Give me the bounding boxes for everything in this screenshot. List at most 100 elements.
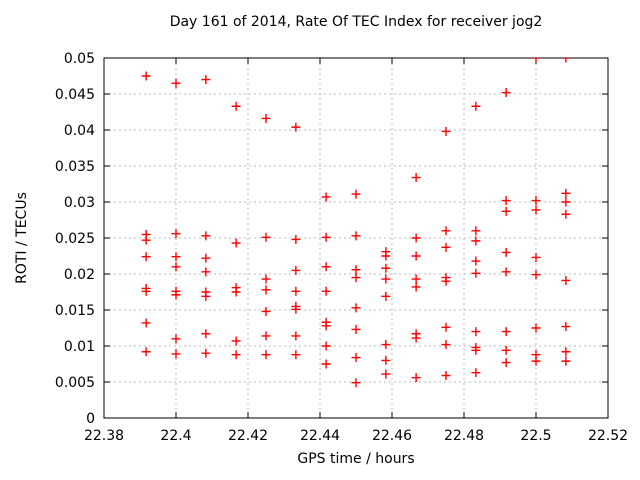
data-point-marker: [531, 323, 541, 333]
data-point-marker: [351, 324, 361, 334]
data-point-marker: [411, 274, 421, 284]
data-point-marker: [291, 265, 301, 275]
data-point-marker: [351, 231, 361, 241]
data-point-marker: [411, 373, 421, 383]
data-point-marker: [201, 231, 211, 241]
data-point-marker: [531, 196, 541, 206]
data-point-marker: [471, 101, 481, 111]
data-point-marker: [261, 350, 271, 360]
data-point-marker: [171, 78, 181, 88]
data-point-marker: [141, 71, 151, 81]
data-point-marker: [231, 336, 241, 346]
data-point-marker: [231, 238, 241, 248]
data-point-marker: [201, 253, 211, 263]
data-point-marker: [321, 286, 331, 296]
data-point-marker: [501, 327, 511, 337]
data-point-marker: [141, 347, 151, 357]
data-point-marker: [531, 270, 541, 280]
data-point-marker: [351, 189, 361, 199]
data-point-marker: [441, 276, 451, 286]
data-point-marker: [291, 286, 301, 296]
data-point-marker: [411, 282, 421, 292]
y-tick-label: 0.04: [64, 123, 95, 139]
data-point-marker: [471, 268, 481, 278]
data-point-marker: [411, 233, 421, 243]
data-point-marker: [531, 252, 541, 262]
x-tick-label: 22.52: [588, 428, 628, 444]
data-point-marker: [501, 247, 511, 257]
data-point-marker: [531, 58, 541, 63]
data-point-marker: [351, 265, 361, 275]
data-point-marker: [171, 262, 181, 272]
data-point-marker: [171, 334, 181, 344]
data-point-marker: [141, 235, 151, 245]
data-point-marker: [441, 242, 451, 252]
y-tick-label: 0.025: [55, 231, 95, 247]
data-point-marker: [471, 226, 481, 236]
data-point-marker: [141, 318, 151, 328]
data-point-marker: [561, 356, 571, 366]
y-tick-label: 0: [86, 411, 95, 427]
data-point-marker: [561, 275, 571, 285]
data-point-marker: [501, 358, 511, 368]
data-point-marker: [501, 206, 511, 216]
data-point-marker: [321, 262, 331, 272]
data-point-marker: [171, 252, 181, 262]
data-point-marker: [351, 273, 361, 283]
data-point-marker: [321, 341, 331, 351]
data-point-marker: [321, 192, 331, 202]
data-point-marker: [201, 267, 211, 277]
data-point-marker: [141, 286, 151, 296]
data-point-marker: [411, 251, 421, 261]
data-point-marker: [441, 126, 451, 136]
x-tick-label: 22.5: [520, 428, 551, 444]
data-point-marker: [561, 347, 571, 357]
data-point-marker: [531, 356, 541, 366]
y-tick-label: 0.015: [55, 303, 95, 319]
x-tick-label: 22.42: [228, 428, 268, 444]
y-tick-label: 0.01: [64, 339, 95, 355]
data-point-marker: [471, 236, 481, 246]
data-point-marker: [291, 234, 301, 244]
y-tick-label: 0.045: [55, 87, 95, 103]
data-point-marker: [381, 274, 391, 284]
data-point-marker: [351, 353, 361, 363]
data-point-marker: [261, 285, 271, 295]
x-tick-label: 22.46: [372, 428, 412, 444]
data-point-marker: [171, 349, 181, 359]
data-point-marker: [291, 331, 301, 341]
y-tick-label: 0.03: [64, 195, 95, 211]
data-point-marker: [561, 58, 571, 63]
data-point-marker: [561, 188, 571, 198]
data-point-marker: [411, 333, 421, 343]
y-tick-label: 0.005: [55, 375, 95, 391]
y-tick-label: 0.035: [55, 159, 95, 175]
data-point-marker: [231, 350, 241, 360]
x-axis-label: GPS time / hours: [297, 451, 415, 467]
data-point-marker: [471, 368, 481, 378]
chart-title: Day 161 of 2014, Rate Of TEC Index for r…: [169, 14, 543, 30]
data-point-marker: [441, 371, 451, 381]
data-point-marker: [321, 359, 331, 369]
data-point-marker: [291, 122, 301, 132]
data-point-marker: [291, 304, 301, 314]
y-tick-label: 0.05: [64, 51, 95, 67]
data-point-marker: [351, 303, 361, 313]
data-point-marker: [261, 306, 271, 316]
data-point-marker: [201, 329, 211, 339]
data-point-marker: [561, 209, 571, 219]
data-point-marker: [411, 173, 421, 183]
data-point-marker: [171, 290, 181, 300]
x-tick-label: 22.44: [300, 428, 340, 444]
data-point-marker: [531, 205, 541, 215]
y-tick-label: 0.02: [64, 267, 95, 283]
data-point-marker: [261, 113, 271, 123]
data-point-marker: [381, 291, 391, 301]
data-point-marker: [501, 267, 511, 277]
data-point-marker: [261, 232, 271, 242]
data-point-marker: [471, 256, 481, 266]
data-point-marker: [141, 252, 151, 262]
data-point-marker: [261, 331, 271, 341]
